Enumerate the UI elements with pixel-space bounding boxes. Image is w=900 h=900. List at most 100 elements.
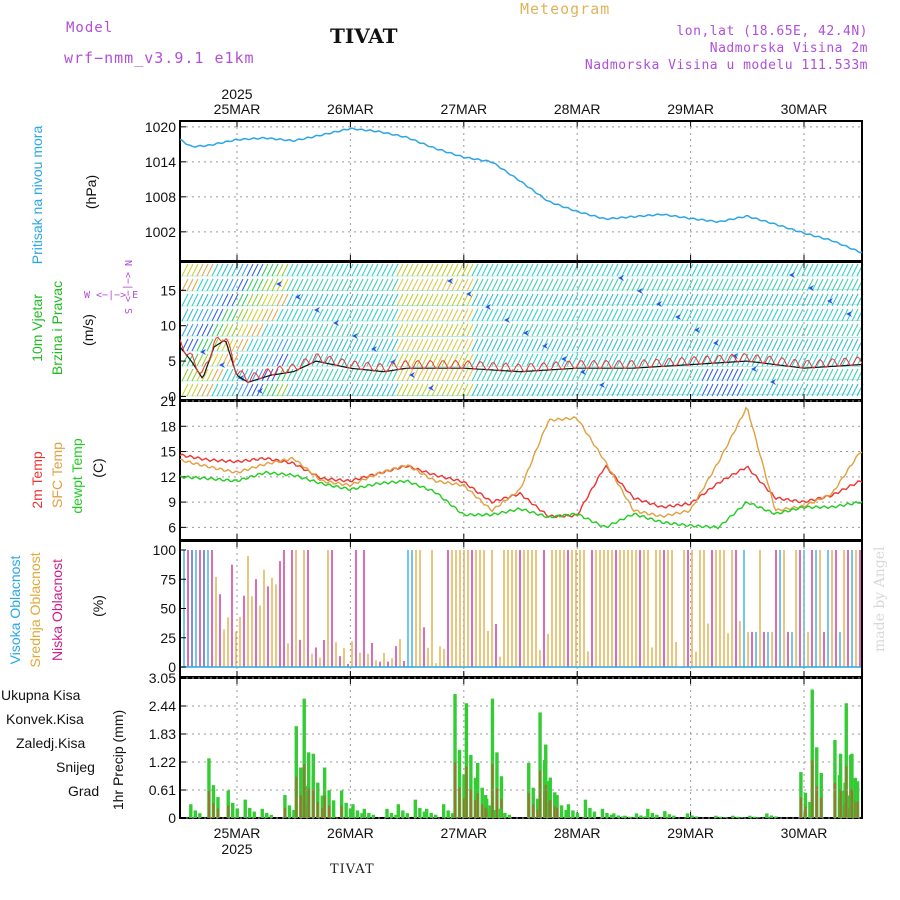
wind-barb (741, 308, 749, 322)
wind-barb (461, 338, 469, 352)
wind-barb-spine (179, 393, 863, 397)
wind-barb (731, 278, 739, 292)
wind-barb (841, 278, 849, 292)
wind-barb (186, 323, 194, 337)
wind-barb (261, 368, 269, 382)
wind-barb (361, 353, 369, 367)
precip-bar (564, 809, 568, 818)
wind-barb (736, 338, 744, 352)
wind-barb (361, 323, 369, 337)
wind-barb (666, 308, 674, 322)
wind-barb (391, 293, 399, 307)
wind-barb (306, 323, 314, 337)
wind-barb (181, 383, 189, 397)
wind-barb (196, 383, 204, 397)
wind-barb (251, 383, 259, 397)
wind-barb (591, 338, 599, 352)
wind-barb (351, 263, 359, 277)
wind-barb (536, 263, 544, 277)
wind-barb (331, 368, 339, 382)
wind-barb (361, 293, 369, 307)
wind-barb (186, 338, 194, 352)
wind-barb (576, 293, 584, 307)
wind-barb (276, 293, 284, 307)
wind-barb (461, 308, 469, 322)
precip-bar (189, 804, 193, 818)
wind-barb (506, 323, 514, 337)
wind-barb (326, 323, 334, 337)
wind-barb (331, 308, 339, 322)
wind-barb (246, 308, 254, 322)
wind-barb (796, 323, 804, 337)
wind-unit: (m/s) (80, 314, 96, 346)
wind-barb (186, 383, 194, 397)
wind-barb (366, 278, 374, 292)
wind-barb (216, 278, 224, 292)
wind-barb (781, 323, 789, 337)
precip-bar (302, 698, 306, 818)
wind-barb (591, 278, 599, 292)
wind-barb (601, 278, 609, 292)
wind-barb (411, 308, 419, 322)
wind-barb (631, 323, 639, 337)
precip-bar (248, 807, 252, 818)
wind-barb (561, 323, 569, 337)
wind-barb (311, 353, 319, 367)
wind-barb (241, 353, 249, 367)
wind-arrow-head (276, 281, 282, 287)
wind-barb (441, 353, 449, 367)
wind-barb (276, 263, 284, 277)
wind-barb (696, 383, 704, 397)
wind-barb (631, 293, 639, 307)
precip-conv-bar (553, 806, 556, 818)
wind-barb (456, 293, 464, 307)
wind-barb (446, 338, 454, 352)
wind-barb (206, 293, 214, 307)
wind-barb (756, 278, 764, 292)
wind-barb (191, 338, 199, 352)
wind-barb (601, 308, 609, 322)
precip-bar (252, 811, 256, 818)
wind-barb (771, 323, 779, 337)
wind-barb (691, 308, 699, 322)
wind-barb (301, 308, 309, 322)
wind-barb (426, 278, 434, 292)
temp-ytick-label: 21 (160, 393, 176, 409)
wind-barb (301, 383, 309, 397)
wind-barb (351, 278, 359, 292)
precip-bar (385, 808, 389, 818)
wind-barb (191, 293, 199, 307)
wind-barb (486, 368, 494, 382)
wind-barb (781, 263, 789, 277)
wind-barb (366, 353, 374, 367)
wind-barb (796, 368, 804, 382)
top-date-label: 29MAR (667, 101, 714, 117)
wind-barb (851, 368, 859, 382)
wind-barb (306, 353, 314, 367)
wind-barb (636, 278, 644, 292)
wind-barb (736, 323, 744, 337)
wind-barb (206, 383, 214, 397)
wind-compass-we: W <−|−> E (84, 290, 138, 301)
top-date-label: 26MAR (327, 101, 374, 117)
wind-barb (201, 338, 209, 352)
precip-conv-bar (536, 809, 539, 818)
wind-barb (346, 278, 354, 292)
wind-barb (276, 323, 284, 337)
wind-barb (741, 338, 749, 352)
wind-barb (801, 353, 809, 367)
wind-arrow-head (561, 356, 567, 362)
wind-barb (421, 353, 429, 367)
wind-barb (516, 308, 524, 322)
wind-barb (711, 278, 719, 292)
wind-barb (556, 293, 564, 307)
wind-barb (451, 293, 459, 307)
wind-barb (616, 338, 624, 352)
temp-ytick-label: 6 (168, 519, 176, 535)
wind-barb (726, 383, 734, 397)
wind-barb (211, 278, 219, 292)
wind-barb (806, 368, 814, 382)
wind-barb (291, 368, 299, 382)
wind-barb (396, 293, 404, 307)
wind-barb (456, 383, 464, 397)
